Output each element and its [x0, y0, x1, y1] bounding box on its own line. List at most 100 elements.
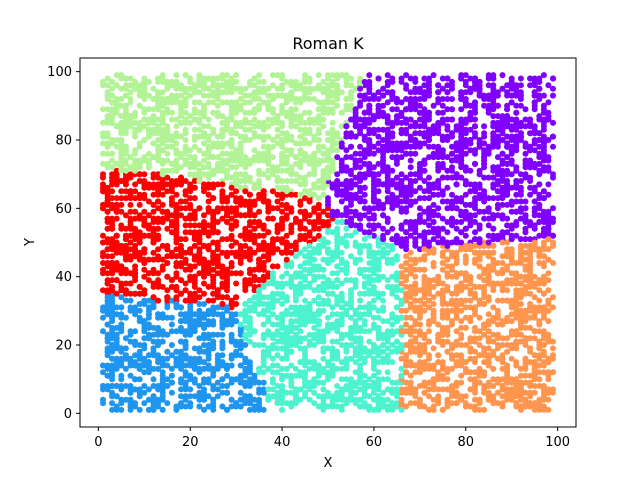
scatter-point [348, 75, 354, 82]
scatter-point [297, 345, 304, 352]
scatter-point [531, 126, 538, 133]
scatter-point [228, 126, 235, 133]
scatter-point [435, 167, 442, 174]
scatter-point [292, 78, 299, 85]
scatter-point [205, 362, 212, 369]
scatter-point [453, 338, 460, 345]
scatter-point [380, 307, 387, 314]
scatter-point [462, 369, 469, 376]
scatter-point [145, 232, 152, 239]
scatter-point [196, 78, 203, 85]
scatter-point [242, 342, 249, 348]
scatter-point [384, 113, 391, 120]
scatter-point [237, 178, 244, 184]
scatter-point [136, 342, 143, 348]
scatter-point [407, 232, 414, 239]
scatter-point [527, 335, 534, 342]
scatter-point [100, 119, 106, 126]
scatter-point [288, 208, 295, 215]
scatter-point [517, 287, 524, 294]
scatter-point [279, 280, 286, 287]
scatter-point [136, 119, 143, 126]
scatter-point [182, 178, 189, 184]
scatter-point [531, 359, 538, 366]
scatter-point [292, 297, 299, 304]
scatter-point [393, 283, 400, 290]
scatter-point [141, 369, 148, 376]
scatter-point [329, 270, 336, 277]
scatter-point [256, 106, 263, 113]
scatter-point [430, 318, 437, 325]
scatter-point [269, 96, 276, 102]
chart-title: Roman K [292, 34, 364, 53]
scatter-point [297, 198, 304, 205]
scatter-point [352, 383, 359, 389]
scatter-point [338, 109, 345, 116]
scatter-point [173, 123, 180, 130]
scatter-point [320, 123, 327, 130]
scatter-point [283, 389, 290, 396]
scatter-point [499, 342, 506, 348]
scatter-point [237, 249, 244, 256]
scatter-point [315, 195, 322, 202]
scatter-point [513, 184, 520, 191]
scatter-point [260, 379, 267, 386]
scatter-point [127, 232, 134, 239]
scatter-point [155, 342, 162, 348]
scatter-point [453, 154, 460, 161]
scatter-point [237, 171, 244, 178]
scatter-point [435, 109, 442, 116]
scatter-point [348, 314, 354, 321]
scatter-point [499, 266, 506, 273]
scatter-point [173, 239, 180, 246]
scatter-point [338, 311, 345, 318]
scatter-point [292, 106, 299, 113]
scatter-point [320, 143, 327, 150]
scatter-point [361, 345, 368, 352]
scatter-point [485, 345, 492, 352]
scatter-point [150, 96, 157, 102]
scatter-point [389, 106, 396, 113]
scatter-point [412, 75, 419, 82]
scatter-point [472, 212, 478, 219]
scatter-point [334, 348, 341, 355]
scatter-point [490, 304, 497, 311]
scatter-point [100, 130, 106, 137]
scatter-point [361, 266, 368, 273]
scatter-point [513, 260, 520, 266]
scatter-point [472, 376, 478, 383]
scatter-point [398, 242, 405, 249]
scatter-point [265, 294, 272, 301]
scatter-point [306, 283, 313, 290]
scatter-point [407, 331, 414, 338]
scatter-point [467, 181, 474, 188]
scatter-point [242, 242, 249, 249]
scatter-point [164, 208, 171, 215]
scatter-point [219, 249, 226, 256]
scatter-point [375, 369, 382, 376]
scatter-point [375, 75, 382, 82]
scatter-point [504, 335, 511, 342]
scatter-point [288, 304, 295, 311]
scatter-point [329, 280, 336, 287]
scatter-point [550, 352, 556, 359]
scatter-point [246, 297, 253, 304]
scatter-point [343, 263, 350, 270]
scatter-point [297, 280, 304, 287]
scatter-point [527, 184, 534, 191]
scatter-point [508, 318, 515, 325]
scatter-point [430, 294, 437, 301]
scatter-point [389, 348, 396, 355]
scatter-point [127, 154, 134, 161]
scatter-point [132, 277, 139, 284]
scatter-point [159, 201, 166, 208]
scatter-point [384, 178, 391, 184]
scatter-point [499, 72, 506, 79]
scatter-point [150, 376, 157, 383]
scatter-point [196, 133, 203, 140]
scatter-point [476, 406, 483, 413]
scatter-point [136, 195, 143, 202]
scatter-point [265, 133, 272, 140]
scatter-point [508, 232, 515, 239]
scatter-point [370, 126, 377, 133]
